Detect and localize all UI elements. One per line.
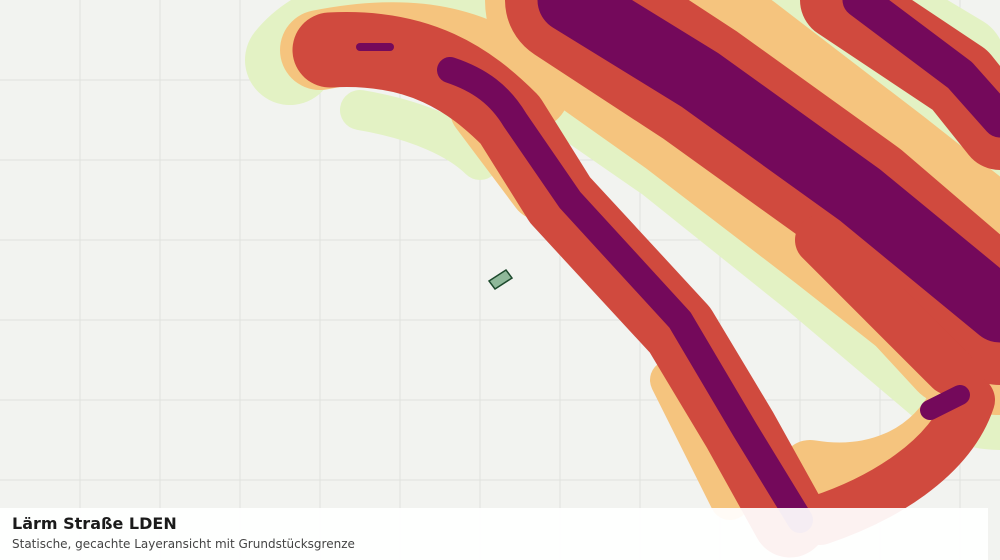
noise-bands — [245, 0, 1000, 558]
panel-subtitle: Statische, gecachte Layeransicht mit Gru… — [12, 537, 355, 551]
info-panel: Lärm Straße LDEN Statische, gecachte Lay… — [0, 508, 988, 560]
panel-title: Lärm Straße LDEN — [12, 514, 177, 533]
parcel-boundary — [487, 268, 514, 291]
